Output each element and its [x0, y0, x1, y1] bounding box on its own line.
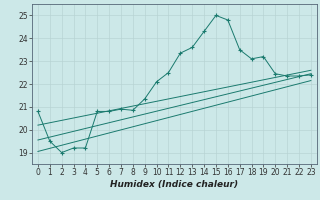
X-axis label: Humidex (Indice chaleur): Humidex (Indice chaleur)	[110, 180, 238, 189]
